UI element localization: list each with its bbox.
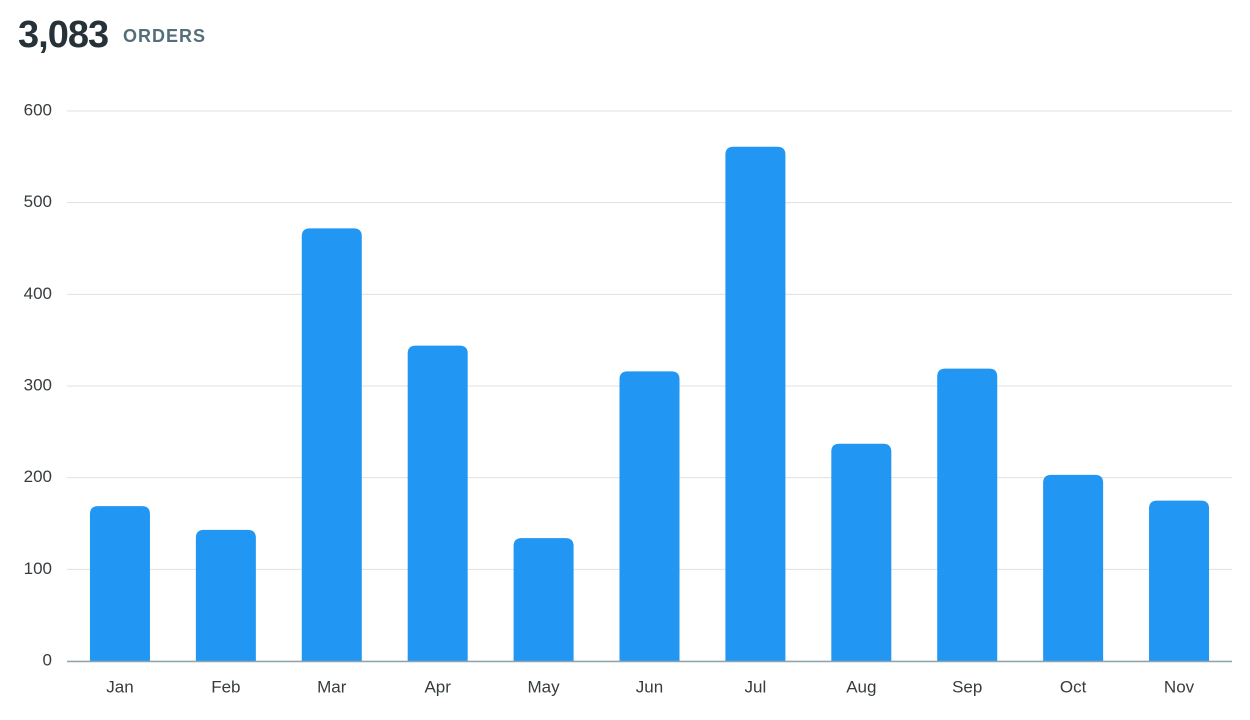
bar	[619, 371, 680, 661]
x-tick-label: Apr	[424, 677, 451, 696]
x-tick-label: Mar	[317, 677, 347, 696]
y-tick-label: 400	[24, 284, 52, 303]
bar	[195, 529, 256, 661]
x-tick-label: Jul	[745, 677, 767, 696]
x-tick-label: Aug	[846, 677, 876, 696]
bar	[725, 146, 786, 661]
x-tick-label: Nov	[1164, 677, 1195, 696]
x-tick-label: Sep	[952, 677, 982, 696]
bar	[831, 443, 892, 661]
x-tick-label: Jan	[106, 677, 133, 696]
y-tick-label: 100	[24, 559, 52, 578]
x-tick-label: Feb	[211, 677, 240, 696]
headline: 3,083	[18, 14, 108, 56]
x-tick-label: Jun	[636, 677, 663, 696]
x-tick-label: Oct	[1060, 677, 1087, 696]
y-tick-label: 600	[24, 100, 52, 119]
bar	[513, 538, 574, 661]
y-tick-label: 500	[24, 192, 52, 211]
y-tick-label: 0	[43, 650, 52, 669]
y-tick-label: 300	[24, 375, 52, 394]
x-tick-label: May	[528, 677, 561, 696]
bar	[1043, 474, 1104, 661]
bar	[407, 345, 468, 661]
bar	[1149, 500, 1210, 661]
bar	[301, 228, 362, 662]
chart-title: ORDERS	[123, 26, 206, 46]
bar	[937, 368, 998, 661]
bar	[89, 506, 150, 661]
y-tick-label: 200	[24, 467, 52, 486]
